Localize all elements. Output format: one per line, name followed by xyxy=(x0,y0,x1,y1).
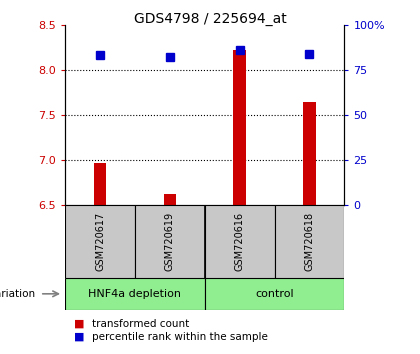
Text: control: control xyxy=(255,289,294,299)
Text: GSM720619: GSM720619 xyxy=(165,212,175,271)
Text: ■: ■ xyxy=(74,332,84,342)
Text: percentile rank within the sample: percentile rank within the sample xyxy=(92,332,268,342)
Text: HNF4a depletion: HNF4a depletion xyxy=(89,289,181,299)
Bar xyxy=(205,205,275,278)
Text: genotype/variation: genotype/variation xyxy=(0,289,36,299)
Bar xyxy=(65,278,205,310)
Text: GSM720617: GSM720617 xyxy=(95,212,105,271)
Bar xyxy=(303,102,316,205)
Text: GDS4798 / 225694_at: GDS4798 / 225694_at xyxy=(134,12,286,27)
Text: GSM720618: GSM720618 xyxy=(304,212,315,271)
Bar xyxy=(94,163,106,205)
Bar xyxy=(205,278,344,310)
Text: ■: ■ xyxy=(74,319,84,329)
Bar xyxy=(65,205,135,278)
Text: transformed count: transformed count xyxy=(92,319,190,329)
Bar xyxy=(163,194,176,205)
Bar xyxy=(234,50,246,205)
Bar xyxy=(135,205,205,278)
Bar xyxy=(275,205,344,278)
Text: GSM720616: GSM720616 xyxy=(235,212,245,271)
